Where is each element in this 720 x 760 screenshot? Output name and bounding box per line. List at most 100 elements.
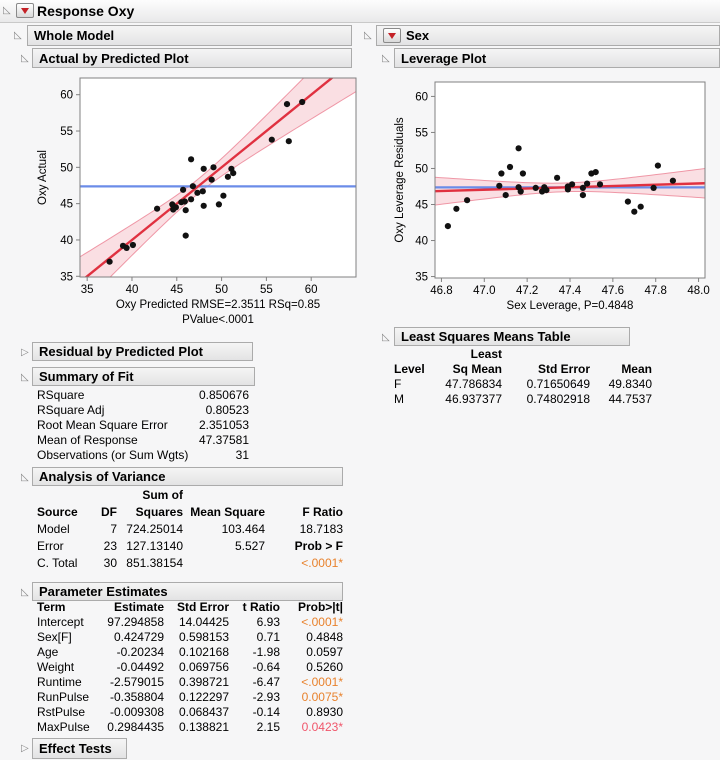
data-point[interactable] <box>596 181 604 188</box>
data-point[interactable] <box>230 170 237 177</box>
data-point[interactable] <box>188 196 195 203</box>
data-point[interactable] <box>579 184 586 191</box>
table-cell: 49.8340 <box>608 377 652 391</box>
data-point[interactable] <box>182 232 189 239</box>
sex-header[interactable]: Sex <box>376 25 720 46</box>
table-header-cell <box>269 487 343 504</box>
red-triangle-menu-button[interactable] <box>383 28 401 43</box>
table-cell: Sex[F] <box>37 630 72 644</box>
data-point[interactable] <box>564 186 571 193</box>
table-cell: -0.14 <box>252 705 280 719</box>
summary-of-fit-header[interactable]: Summary of Fit <box>32 367 255 386</box>
data-point[interactable] <box>154 205 161 212</box>
data-point[interactable] <box>579 192 586 199</box>
data-point[interactable] <box>220 192 227 199</box>
disclosure-open-icon[interactable]: ◺ <box>364 30 372 41</box>
disclosure-open-icon[interactable]: ◺ <box>3 5 11 16</box>
data-point[interactable] <box>515 145 522 152</box>
data-point[interactable] <box>200 165 207 172</box>
data-point[interactable] <box>669 177 676 184</box>
data-point[interactable] <box>299 98 306 106</box>
data-point[interactable] <box>624 198 631 205</box>
leverage-plot-canvas[interactable]: 46.8 47.0 47.2 47.4 47.6 47.8 48.0 35 40 45 50 55 60… <box>385 70 720 318</box>
data-point[interactable] <box>199 188 206 195</box>
disclosure-open-icon[interactable]: ◺ <box>382 53 390 64</box>
disclosure-collapsed-icon[interactable]: ▷ <box>21 743 29 754</box>
data-point[interactable] <box>453 205 460 212</box>
data-point[interactable] <box>502 192 509 199</box>
data-point[interactable] <box>224 173 231 180</box>
data-point[interactable] <box>172 204 179 211</box>
actual-by-predicted-plot-canvas[interactable]: 35 40 45 50 55 60 35 40 45 50 55 60 Oxy Predicted RM… <box>30 70 360 328</box>
data-point[interactable] <box>506 163 514 171</box>
data-point[interactable] <box>496 182 503 189</box>
table-cell: 44.7537 <box>608 392 652 406</box>
data-point[interactable] <box>129 241 136 249</box>
data-point[interactable] <box>123 244 130 251</box>
disclosure-open-icon[interactable]: ◺ <box>21 372 29 383</box>
y-axis-title: Oxy Actual <box>37 150 49 205</box>
disclosure-open-icon[interactable]: ◺ <box>21 472 29 483</box>
effect-tests-header[interactable]: Effect Tests <box>32 738 127 759</box>
disclosure-open-icon[interactable]: ◺ <box>21 587 29 598</box>
data-point[interactable] <box>554 174 561 181</box>
data-point[interactable] <box>181 198 188 205</box>
data-point[interactable] <box>517 188 524 195</box>
residual-by-predicted-header[interactable]: Residual by Predicted Plot <box>32 342 253 361</box>
data-point[interactable] <box>194 189 201 196</box>
data-point[interactable] <box>650 184 657 191</box>
disclosure-open-icon[interactable]: ◺ <box>382 332 390 343</box>
disclosure-collapsed-icon[interactable]: ▷ <box>21 347 29 358</box>
leverage-plot-header[interactable]: Leverage Plot <box>394 48 720 68</box>
data-point[interactable] <box>631 208 638 215</box>
data-point[interactable] <box>208 176 215 183</box>
data-point[interactable] <box>569 181 576 188</box>
table-cell: Prob > F <box>294 539 343 553</box>
data-point[interactable] <box>268 136 275 143</box>
disclosure-open-icon[interactable]: ◺ <box>14 30 22 41</box>
confidence-band-edge <box>109 91 356 277</box>
data-point[interactable] <box>637 203 644 210</box>
table-cell: C. Total <box>37 556 78 570</box>
data-point[interactable] <box>532 184 539 191</box>
data-point[interactable] <box>283 101 291 108</box>
table-cell: -0.04492 <box>116 660 164 674</box>
table-cell: 0.850676 <box>198 388 249 402</box>
data-point[interactable] <box>106 258 113 265</box>
x-tick-label: 47.2 <box>516 285 538 297</box>
data-point[interactable] <box>464 197 471 204</box>
data-point[interactable] <box>210 164 217 171</box>
data-point[interactable] <box>592 169 599 176</box>
table-header-cell: Mean Square <box>190 505 265 519</box>
data-point[interactable] <box>188 156 195 163</box>
table-cell: Error <box>37 539 64 553</box>
data-point[interactable] <box>654 162 661 169</box>
table-cell: 0.0423* <box>301 720 343 734</box>
disclosure-open-icon[interactable]: ◺ <box>21 53 29 64</box>
x-tick-label: 35 <box>81 284 94 296</box>
table-cell: Intercept <box>37 615 84 629</box>
data-point[interactable] <box>584 180 591 187</box>
table-cell: -2.93 <box>252 690 280 704</box>
data-point[interactable] <box>189 183 196 190</box>
data-point[interactable] <box>200 202 207 209</box>
data-point[interactable] <box>215 201 222 208</box>
data-point[interactable] <box>180 186 187 193</box>
data-point[interactable] <box>285 138 292 145</box>
table-cell: RunPulse <box>37 690 90 704</box>
effect-tests-title: Effect Tests <box>39 741 112 756</box>
red-triangle-menu-button[interactable] <box>16 3 34 18</box>
whole-model-header[interactable]: Whole Model <box>27 25 352 46</box>
data-point[interactable] <box>519 170 526 177</box>
table-cell: 47.37581 <box>198 433 249 447</box>
least-squares-means-header[interactable]: Least Squares Means Table <box>394 327 630 346</box>
table-cell: -0.20234 <box>116 645 164 659</box>
actual-by-predicted-header[interactable]: Actual by Predicted Plot <box>32 48 352 68</box>
data-point[interactable] <box>182 207 189 214</box>
data-point[interactable] <box>498 170 505 177</box>
data-point[interactable] <box>444 223 451 230</box>
data-point[interactable] <box>543 187 550 194</box>
table-cell: 0.4848 <box>306 630 343 644</box>
parameter-estimates-header[interactable]: Parameter Estimates <box>32 582 343 601</box>
analysis-of-variance-header[interactable]: Analysis of Variance <box>32 467 343 486</box>
